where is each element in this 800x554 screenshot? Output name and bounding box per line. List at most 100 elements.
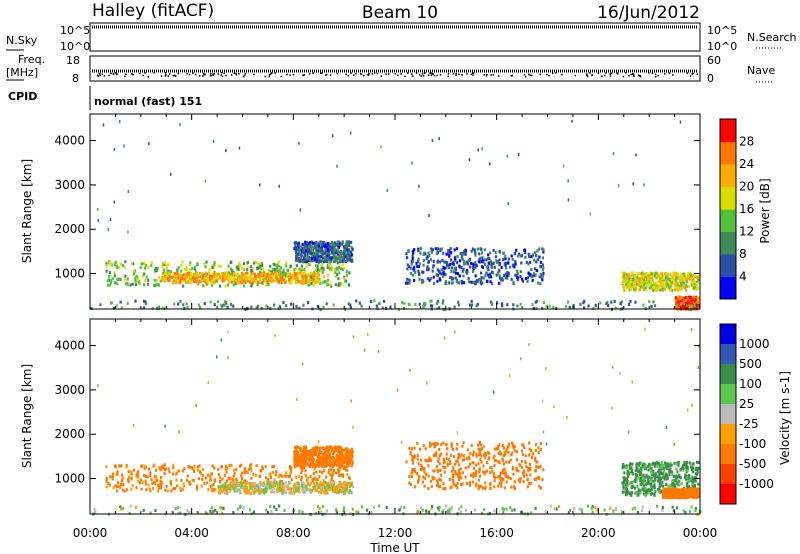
data-cell [324,481,327,485]
data-cell [341,240,344,244]
data-cell [338,241,341,245]
data-cell [350,491,353,495]
data-cell [323,258,326,262]
data-cell [339,255,342,259]
data-cell [159,467,162,471]
data-cell [587,304,590,308]
data-cell [436,279,439,283]
scatter-cell [506,154,508,158]
nave-point [609,75,612,77]
data-cell [317,460,321,464]
data-cell [671,277,674,281]
data-cell [276,279,280,283]
data-cell [134,299,137,303]
data-cell [344,259,347,263]
data-cell [498,451,501,455]
scatter-cell [418,184,420,188]
data-cell [157,283,161,287]
data-cell [241,486,244,490]
nave-point [164,72,167,74]
data-cell [144,300,147,304]
data-cell [164,272,167,276]
nave-point [235,72,237,75]
data-cell [417,478,420,482]
data-cell [678,479,681,483]
data-cell [296,463,299,467]
data-cell [146,282,150,286]
data-cell [693,485,696,489]
data-cell [695,282,698,286]
data-cell [350,258,353,262]
data-cell [209,300,212,304]
data-cell [175,478,178,482]
data-cell [294,488,298,491]
data-cell [226,306,229,309]
data-cell [273,490,276,494]
data-cell [179,489,182,492]
data-cell [485,271,488,275]
data-cell [669,484,672,488]
data-cell [120,464,123,468]
data-cell [416,441,419,445]
data-cell [189,465,192,469]
data-cell [483,472,486,476]
data-cell [257,487,260,491]
data-cell [679,279,682,283]
data-cell [538,275,541,279]
data-cell [316,244,319,248]
data-cell [634,300,637,304]
data-cell [528,453,531,457]
data-cell [189,268,192,272]
data-cell [344,249,347,253]
data-cell [634,486,637,490]
data-cell [218,489,221,493]
data-cell [143,261,146,265]
data-cell [220,272,223,276]
data-cell [439,469,442,472]
data-cell [488,451,491,455]
data-cell [418,277,421,281]
data-cell [201,276,204,280]
nave-point [639,75,641,77]
data-cell [260,483,263,487]
data-cell [452,475,455,479]
data-cell [653,271,656,275]
data-cell [497,484,500,488]
data-cell [332,256,335,260]
data-cell [295,305,298,309]
data-cell [340,282,343,286]
data-cell [478,277,481,281]
data-cell [120,473,123,477]
data-cell [493,485,496,489]
data-cell [413,468,416,472]
data-cell [196,468,199,472]
data-cell [324,249,327,253]
data-cell [155,477,158,481]
scatter-cell [618,184,620,188]
data-cell [235,468,238,472]
data-cell [305,488,308,491]
data-cell [255,487,258,491]
data-cell [370,300,373,304]
data-cell [210,487,213,491]
noise-tick-left-top: 10^5 [60,24,90,37]
nave-point [371,73,373,75]
data-cell [690,279,694,282]
data-cell [329,457,332,461]
nave-point [324,74,327,76]
data-cell [445,252,448,256]
nave-point [400,73,402,75]
data-cell [413,455,416,459]
data-cell [687,295,691,299]
data-cell [458,455,461,459]
data-cell [489,280,492,284]
data-cell [462,454,465,458]
data-cell [689,296,692,300]
data-cell [345,240,348,244]
data-cell [163,471,166,475]
data-cell [498,269,501,273]
data-cell [329,258,332,262]
data-cell [338,468,341,472]
data-cell [299,258,302,262]
data-cell [280,481,283,485]
